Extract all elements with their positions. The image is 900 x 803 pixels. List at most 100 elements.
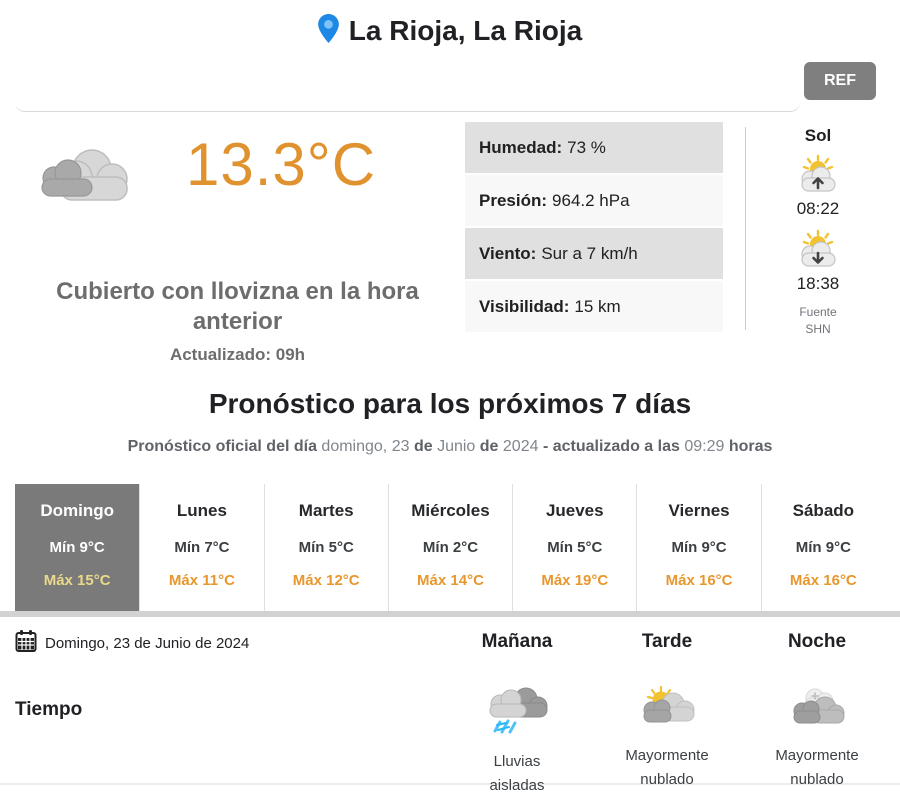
weather-caption: Mayormente nublado: [592, 744, 742, 792]
day-min-temp: Mín 9°C: [49, 539, 105, 556]
day-max-temp: Máx 15°C: [43, 572, 111, 589]
subtitle-part: - actualizado a las: [542, 438, 685, 455]
sun-panel: Sol: [746, 122, 890, 348]
caption-line: nublado: [640, 771, 694, 788]
day-name: Miércoles: [411, 501, 490, 520]
source-label: Fuente: [799, 305, 837, 319]
subtitle-part: de: [479, 438, 503, 455]
vertical-divider: [745, 127, 746, 330]
subtitle-part: 09:29: [684, 438, 729, 455]
day-name: Martes: [298, 501, 354, 520]
detail-row-wind: Viento: Sur a 7 km/h: [465, 228, 723, 279]
weather-row-label: Tiempo: [15, 699, 83, 720]
location-pin-icon: [317, 14, 339, 48]
sunrise-icon: [746, 154, 890, 197]
day-min-temp: Mín 7°C: [174, 539, 230, 556]
subtitle-part: domingo, 23: [321, 438, 414, 455]
source-name: SHN: [805, 322, 831, 336]
caption-line: aisladas: [489, 777, 545, 794]
ref-button[interactable]: REF: [804, 62, 876, 100]
day-card-domingo[interactable]: Domingo Mín 9°C Máx 15°C: [15, 484, 140, 611]
day-min-temp: Mín 9°C: [795, 539, 851, 556]
cards-bottom-bar: [0, 611, 900, 617]
day-max-temp: Máx 19°C: [541, 572, 609, 589]
page-title: La Rioja, La Rioja: [348, 15, 583, 46]
detail-label: Viento:: [479, 243, 537, 263]
weather-cell-manana: Lluvias aisladas: [442, 671, 592, 798]
day-name: Domingo: [40, 501, 114, 520]
day-name: Viernes: [668, 501, 730, 520]
current-details-table: Humedad: 73 % Presión: 964.2 hPa Viento:…: [465, 122, 723, 348]
caption-line: Mayormente: [775, 747, 859, 764]
detail-row-visibility: Visibilidad: 15 km: [465, 281, 723, 332]
current-description: Cubierto con llovizna en la hora anterio…: [56, 278, 419, 335]
sun-source: Fuente SHN: [746, 304, 890, 338]
daily-detail: Domingo, 23 de Junio de 2024 Mañana Tard…: [0, 617, 900, 794]
column-header-manana: Mañana: [481, 631, 553, 652]
day-card-jueves[interactable]: Jueves Mín 5°C Máx 19°C: [512, 484, 637, 611]
day-min-temp: Mín 2°C: [422, 539, 479, 556]
day-card-miercoles[interactable]: Miércoles Mín 2°C Máx 14°C: [387, 484, 513, 611]
forecast-subtitle: Pronóstico oficial del día domingo, 23 d…: [0, 438, 900, 456]
day-max-temp: Máx 11°C: [168, 572, 235, 589]
weather-row: Tiempo: [15, 671, 892, 798]
day-max-temp: Máx 16°C: [665, 572, 733, 589]
day-name: Lunes: [176, 501, 227, 520]
day-card-sabado[interactable]: Sábado Mín 9°C Máx 16°C: [760, 484, 885, 611]
subtitle-part: Junio: [437, 438, 480, 455]
day-max-temp: Máx 12°C: [292, 572, 360, 589]
day-min-temp: Mín 9°C: [671, 539, 727, 556]
detail-label: Humedad:: [479, 137, 563, 157]
subtitle-part: horas: [728, 438, 773, 455]
detail-row-humidity: Humedad: 73 %: [465, 122, 723, 173]
sun-behind-cloud-icon: [635, 685, 699, 739]
sun-panel-title: Sol: [804, 126, 832, 145]
rain-clouds-icon: [484, 687, 550, 745]
clouds-icon: [30, 142, 138, 225]
detail-value: 73 %: [567, 137, 606, 157]
location-title-row: La Rioja, La Rioja: [0, 0, 900, 48]
subtitle-part: de: [413, 438, 438, 455]
subtitle-part: 2024: [502, 438, 543, 455]
day-card-viernes[interactable]: Viernes Mín 9°C Máx 16°C: [636, 484, 761, 611]
day-name: Jueves: [545, 501, 604, 520]
current-temperature: 13.3°C: [186, 131, 377, 198]
day-min-temp: Mín 5°C: [547, 539, 603, 556]
selected-date: Domingo, 23 de Junio de 2024: [15, 629, 442, 657]
subtitle-part: Pronóstico oficial del día: [127, 438, 322, 455]
updated-time: Actualizado: 09h: [169, 345, 306, 364]
daily-header-row: Domingo, 23 de Junio de 2024 Mañana Tard…: [15, 629, 892, 657]
selected-date-label: Domingo, 23 de Junio de 2024: [45, 634, 250, 652]
detail-row-pressure: Presión: 964.2 hPa: [465, 175, 723, 226]
day-max-temp: Máx 16°C: [789, 572, 857, 589]
detail-label: Presión:: [479, 190, 548, 210]
calendar-icon: [15, 629, 37, 657]
weather-cell-tarde: Mayormente nublado: [592, 671, 742, 798]
detail-value: Sur a 7 km/h: [541, 243, 638, 263]
sunset-icon: [746, 229, 890, 272]
day-max-temp: Máx 14°C: [417, 572, 484, 589]
day-name: Sábado: [792, 501, 855, 520]
column-header-noche: Noche: [787, 631, 847, 652]
detail-value: 964.2 hPa: [552, 190, 630, 210]
caption-line: Lluvias: [493, 753, 541, 770]
caption-line: Mayormente: [625, 747, 709, 764]
day-card-martes[interactable]: Martes Mín 5°C Máx 12°C: [263, 484, 388, 611]
header: La Rioja, La Rioja REF: [0, 0, 900, 112]
detail-label: Visibilidad:: [479, 296, 570, 316]
sunrise-time: 08:22: [796, 199, 840, 218]
header-divider: [15, 102, 800, 112]
current-summary: 13.3°C Cubierto con llovizna en la hora …: [15, 122, 460, 364]
weather-caption: Mayormente nublado: [742, 744, 892, 792]
day-min-temp: Mín 5°C: [298, 539, 354, 556]
current-conditions: 13.3°C Cubierto con llovizna en la hora …: [0, 112, 900, 370]
weather-cell-noche: Mayormente nublado: [742, 671, 892, 798]
weather-caption: Lluvias aisladas: [442, 750, 592, 798]
sunset-time: 18:38: [796, 274, 840, 293]
caption-line: nublado: [790, 771, 844, 788]
forecast-title: Pronóstico para los próximos 7 días: [208, 388, 692, 419]
column-header-tarde: Tarde: [641, 631, 693, 652]
day-cards: Domingo Mín 9°C Máx 15°C Lunes Mín 7°C M…: [15, 484, 885, 611]
day-card-lunes[interactable]: Lunes Mín 7°C Máx 11°C: [139, 484, 264, 611]
